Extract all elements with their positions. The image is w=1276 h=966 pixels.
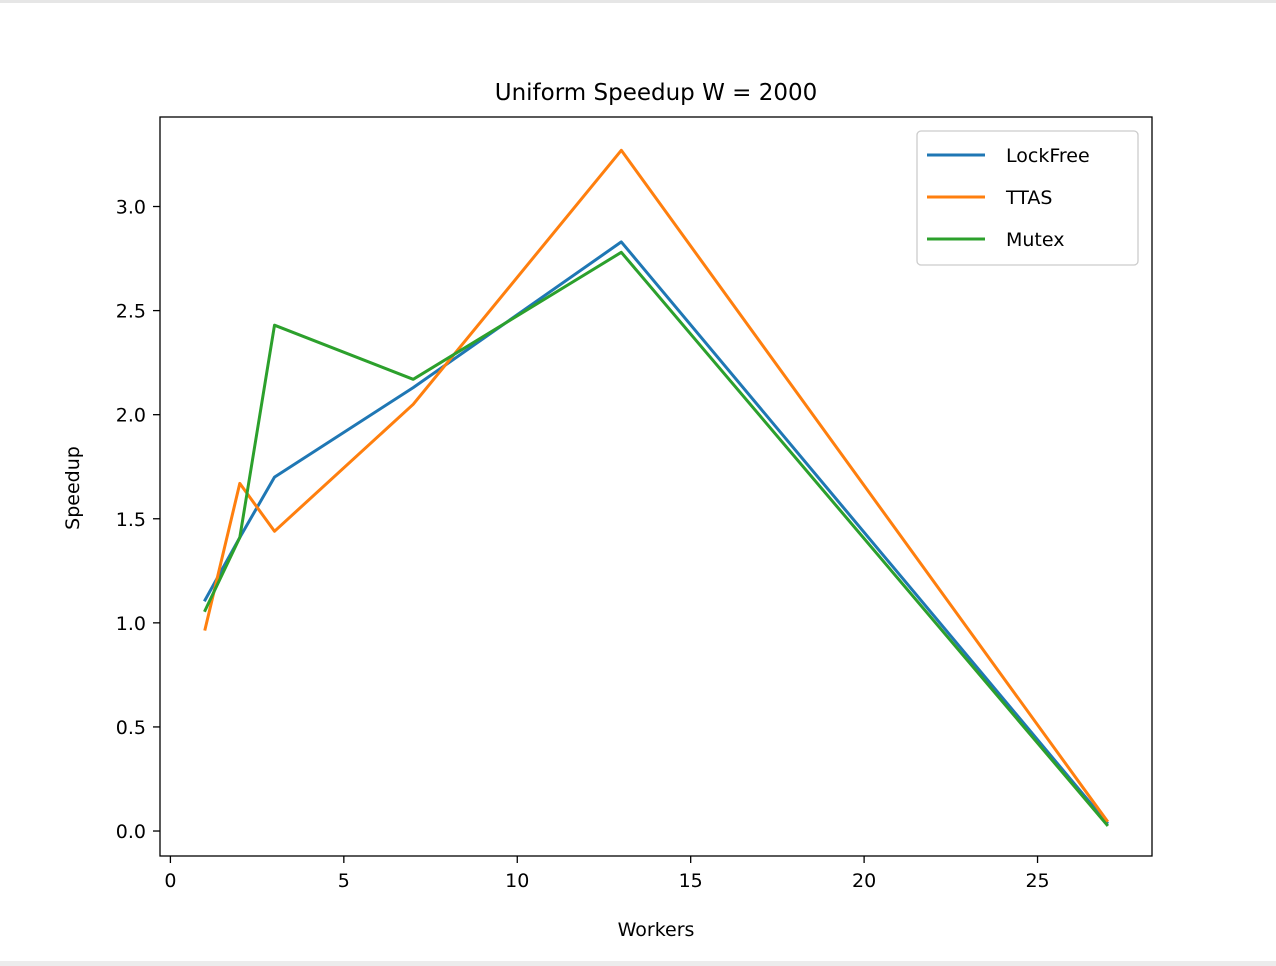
- y-tick-label: 0.5: [116, 717, 146, 739]
- legend-label-mutex: Mutex: [1006, 229, 1064, 251]
- x-tick-label: 15: [679, 870, 703, 892]
- legend-label-lockfree: LockFree: [1006, 145, 1090, 167]
- legend: LockFree TTAS Mutex: [916, 130, 1139, 266]
- x-tick-label: 5: [338, 870, 350, 892]
- series-line-mutex: [203, 250, 1110, 827]
- series-line-ttas: [203, 148, 1109, 823]
- y-tick-label: 2.5: [116, 301, 146, 323]
- y-tick-label: 2.0: [116, 405, 146, 427]
- y-tick-label: 0.0: [116, 821, 146, 843]
- legend-frame: [916, 130, 1139, 266]
- y-tick-label: 3.0: [116, 197, 146, 219]
- top-border: [0, 0, 1276, 3]
- x-tick-label: 0: [164, 870, 176, 892]
- x-tick-label: 25: [1025, 870, 1049, 892]
- bottom-border: [0, 961, 1276, 966]
- y-axis-label: Speedup: [62, 446, 84, 530]
- x-tick-label: 20: [852, 870, 876, 892]
- legend-label-ttas: TTAS: [1005, 187, 1052, 209]
- series-lines: [203, 148, 1110, 827]
- y-tick-label: 1.0: [116, 613, 146, 635]
- x-axis-ticks: 0 5 10 15 20 25: [164, 856, 1050, 892]
- x-axis-label: Workers: [618, 919, 695, 941]
- chart-title: Uniform Speedup W = 2000: [495, 80, 818, 106]
- y-axis-ticks: 0.0 0.5 1.0 1.5 2.0 2.5 3.0: [116, 197, 160, 843]
- y-tick-label: 1.5: [116, 509, 146, 531]
- x-tick-label: 10: [505, 870, 529, 892]
